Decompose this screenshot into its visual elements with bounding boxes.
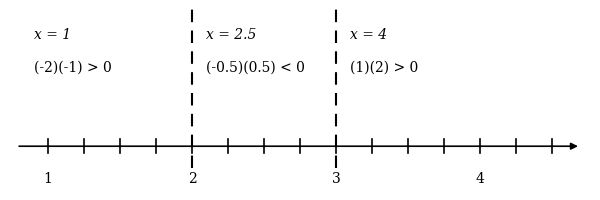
Text: x = 2.5: x = 2.5 (206, 28, 257, 42)
Text: (-0.5)(0.5) < 0: (-0.5)(0.5) < 0 (206, 61, 305, 75)
Text: (1)(2) > 0: (1)(2) > 0 (350, 61, 419, 75)
Text: 3: 3 (332, 172, 340, 186)
Text: (-2)(-1) > 0: (-2)(-1) > 0 (34, 61, 112, 75)
Text: x = 1: x = 1 (34, 28, 71, 42)
Text: 1: 1 (44, 172, 52, 186)
Text: x = 4: x = 4 (350, 28, 388, 42)
Text: 2: 2 (188, 172, 196, 186)
Text: 4: 4 (476, 172, 484, 186)
